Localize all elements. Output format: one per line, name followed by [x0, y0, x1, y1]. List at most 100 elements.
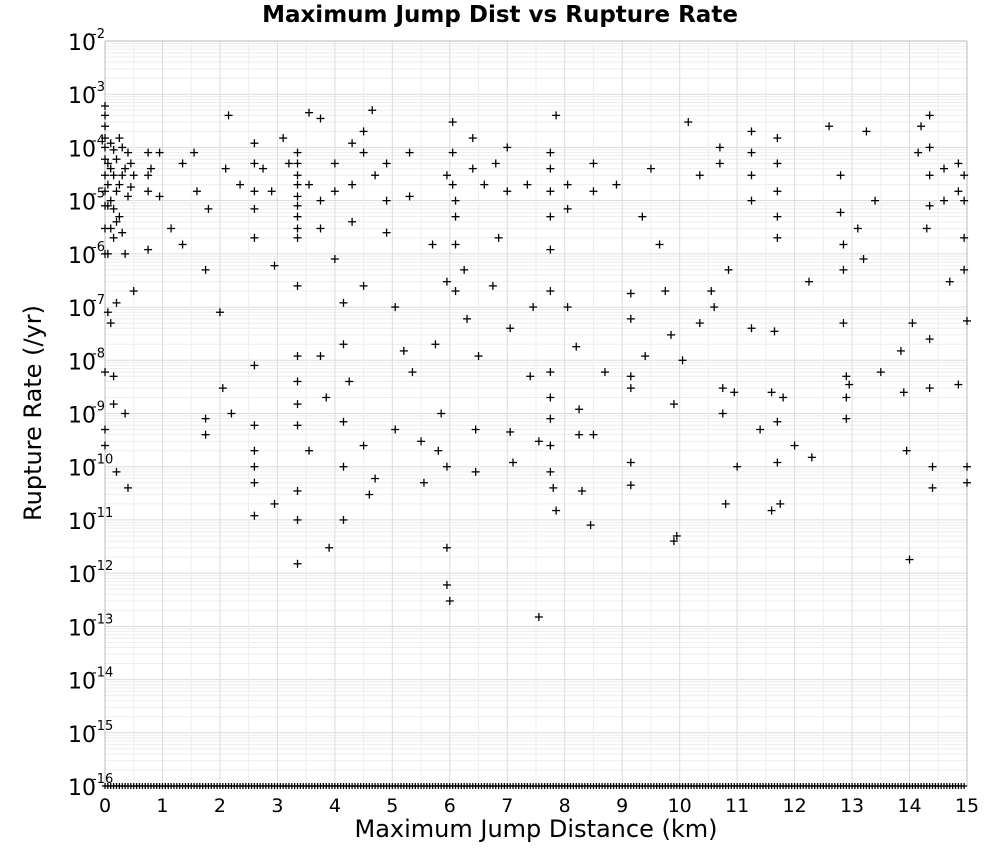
y-tick-exponent: -16 [92, 772, 113, 787]
y-tick-label: 10 [68, 670, 96, 695]
data-point [293, 400, 302, 409]
x-tick-label: 15 [955, 795, 979, 817]
y-tick-exponent: -2 [92, 27, 105, 42]
data-point [348, 180, 357, 189]
y-tick-exponent: -5 [92, 187, 105, 202]
data-point [773, 134, 782, 143]
floor-point [961, 783, 968, 789]
data-point [546, 164, 555, 173]
data-point [534, 437, 543, 446]
data-point [250, 204, 259, 213]
data-point [718, 409, 727, 418]
data-point [442, 171, 451, 180]
data-point [293, 171, 302, 180]
data-point [612, 180, 621, 189]
data-point [109, 400, 118, 409]
data-point [695, 171, 704, 180]
data-point [144, 187, 153, 196]
data-point [101, 187, 109, 196]
data-point [960, 196, 969, 205]
data-point [359, 281, 368, 290]
data-point [546, 414, 555, 423]
data-point [250, 139, 259, 148]
data-point [250, 159, 259, 168]
data-point [118, 171, 127, 180]
data-point [399, 346, 408, 355]
chart-title: Maximum Jump Dist vs Rupture Rate [262, 2, 738, 28]
data-point [293, 224, 302, 233]
data-point [853, 224, 862, 233]
data-point [270, 261, 279, 270]
data-point [250, 361, 259, 370]
data-point [940, 164, 949, 173]
data-point [405, 192, 414, 201]
data-point [293, 281, 302, 290]
y-tick-label: 10 [68, 31, 96, 56]
data-point [382, 228, 391, 237]
data-point [227, 409, 236, 418]
x-tick-label: 13 [840, 795, 864, 817]
data-point [118, 228, 127, 237]
data-point [586, 521, 595, 530]
data-point [471, 425, 480, 434]
data-point [876, 368, 885, 377]
floor-points [102, 783, 968, 789]
data-point [442, 543, 451, 552]
data-point [112, 298, 121, 307]
data-point [190, 148, 199, 157]
data-point [115, 212, 124, 221]
y-tick-exponent: -11 [92, 506, 113, 521]
data-point [270, 499, 279, 508]
data-point [322, 393, 331, 402]
data-point [718, 384, 727, 393]
data-point [448, 118, 457, 127]
data-point [267, 187, 276, 196]
data-point [963, 316, 971, 325]
data-point [103, 249, 112, 258]
data-point [146, 164, 155, 173]
data-point [842, 372, 851, 381]
data-point [526, 372, 535, 381]
data-point [442, 277, 451, 286]
data-point [925, 201, 934, 210]
data-point [928, 483, 937, 492]
data-point [954, 159, 963, 168]
data-point [463, 314, 472, 323]
data-point [684, 118, 693, 127]
data-point [101, 122, 109, 131]
data-point [305, 180, 314, 189]
data-point [293, 212, 302, 221]
data-point [103, 159, 112, 168]
data-point [669, 400, 678, 409]
data-point [103, 201, 112, 210]
x-axis-label: Maximum Jump Distance (km) [354, 815, 718, 843]
data-point [546, 368, 555, 377]
data-point [293, 159, 302, 168]
data-point [236, 180, 245, 189]
data-point [192, 187, 201, 196]
data-point [715, 159, 724, 168]
data-point [842, 414, 851, 423]
data-point [408, 368, 417, 377]
y-tick-label: 10 [68, 191, 96, 216]
data-point [123, 192, 132, 201]
data-point [101, 102, 109, 111]
data-point [371, 474, 380, 483]
data-point [448, 148, 457, 157]
data-point [250, 233, 259, 242]
data-point [250, 446, 259, 455]
data-point [552, 111, 561, 120]
data-point [382, 196, 391, 205]
data-point [293, 421, 302, 430]
y-tick-exponent: -9 [92, 400, 105, 415]
data-point [859, 255, 868, 264]
data-point [503, 143, 512, 152]
data-point [330, 159, 339, 168]
data-point [109, 145, 118, 154]
data-point [112, 467, 121, 476]
x-tick-label: 10 [668, 795, 692, 817]
data-point [316, 224, 325, 233]
x-tick-labels: 0 1 2 3 4 5 6 7 8 9 10 11 12 13 14 15 [99, 795, 979, 817]
data-point [121, 249, 130, 258]
data-point [178, 240, 187, 249]
